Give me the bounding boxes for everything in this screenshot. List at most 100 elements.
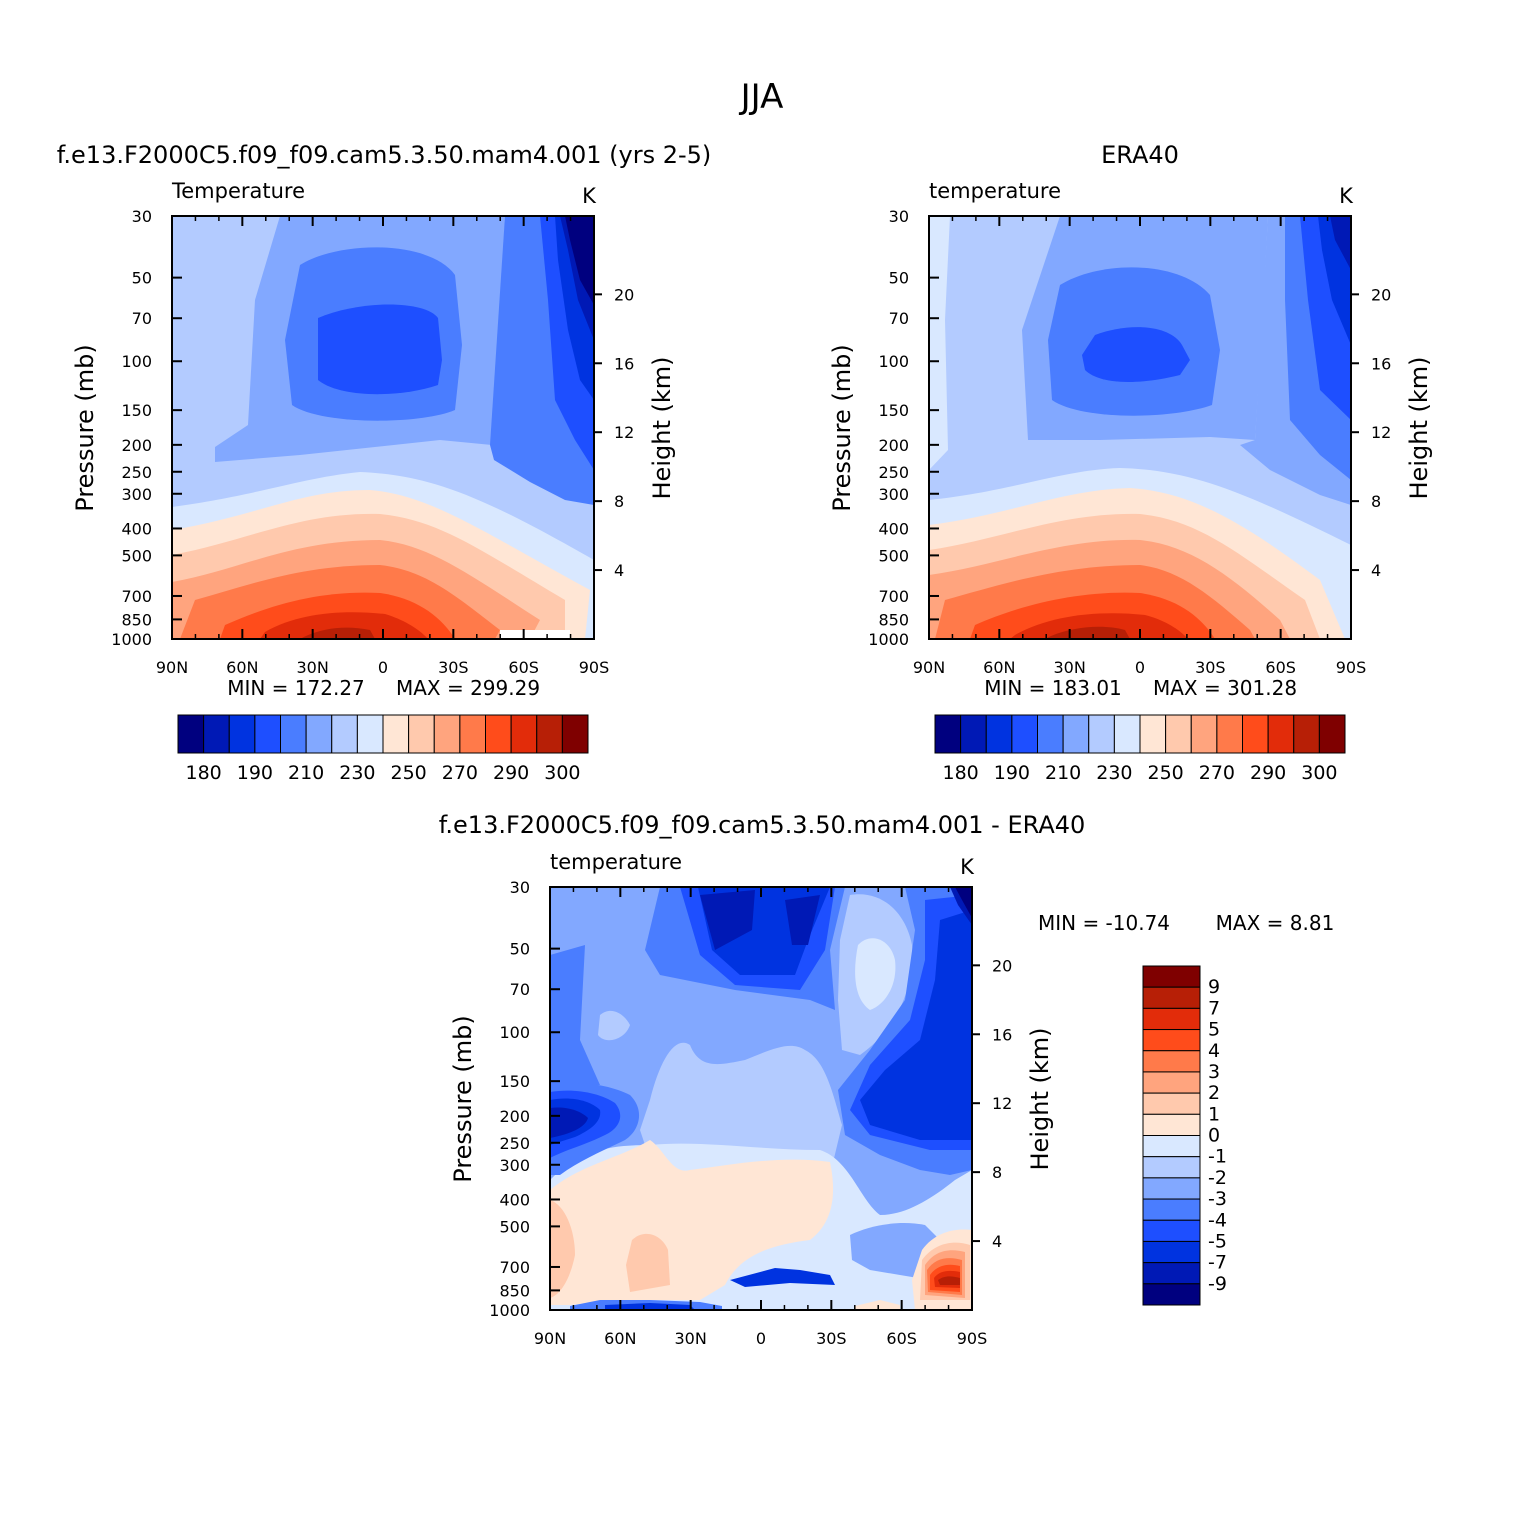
x-tick-label: 60N: [226, 658, 258, 677]
colorbar-swatch: [485, 714, 512, 754]
contour-band: [1330, 216, 1351, 270]
colorbar-label: 210: [288, 762, 324, 784]
max-label: MAX = 299.29: [396, 676, 540, 700]
height-tick-label: 16: [1371, 354, 1391, 373]
y-tick-label: 30: [889, 207, 909, 226]
colorbar-label: 1: [1208, 1103, 1220, 1125]
contour-band: [730, 1268, 835, 1287]
min-label: MIN = 172.27: [227, 676, 365, 700]
height-tick-label: 8: [992, 1163, 1002, 1182]
panel-diff: f.e13.F2000C5.f09_f09.cam5.3.50.mam4.001…: [439, 811, 1335, 1348]
x-tick-label: 60S: [508, 658, 539, 677]
height-tick-label: 4: [1371, 561, 1381, 580]
colorbar-label: 290: [493, 762, 529, 784]
colorbar-swatch: [1011, 714, 1038, 754]
y-tick-label: 250: [499, 1134, 530, 1153]
variable-label: temperature: [929, 179, 1061, 203]
colorbar-swatch: [1037, 714, 1064, 754]
colorbar-swatch: [1242, 714, 1269, 754]
colorbar-label: -5: [1208, 1230, 1227, 1252]
x-tick-label: 90N: [534, 1329, 566, 1348]
y-tick-label: 1000: [111, 630, 152, 649]
panel-title: ERA40: [1101, 141, 1179, 169]
colorbar-swatch: [1267, 714, 1295, 754]
colorbar-label: 230: [339, 762, 375, 784]
colorbar-swatch: [1142, 1177, 1201, 1200]
y-tick-label: 850: [499, 1281, 530, 1300]
max-label: MAX = 301.28: [1153, 676, 1297, 700]
y-tick-label: 200: [878, 436, 909, 455]
contour-band: [605, 1303, 695, 1310]
contour-band: [1082, 327, 1190, 382]
y-tick-label: 1000: [868, 630, 909, 649]
colorbar-swatch: [561, 714, 589, 754]
colorbar-swatch: [280, 714, 307, 754]
x-tick-label: 90N: [156, 658, 188, 677]
figure-title: JJA: [739, 77, 784, 117]
y-tick-label: 70: [132, 309, 152, 328]
colorbar-label: 250: [1147, 762, 1183, 784]
height-axis: 20 16 12 8 4: [1351, 285, 1391, 580]
colorbar-swatch: [1088, 714, 1115, 754]
contour-field: [929, 216, 1351, 639]
colorbar-swatch: [331, 714, 358, 754]
contour-band: [565, 216, 594, 305]
height-tick-label: 16: [992, 1025, 1012, 1044]
colorbar-label: 230: [1096, 762, 1132, 784]
height-tick-label: 4: [614, 561, 624, 580]
y-tick-label: 700: [878, 587, 909, 606]
height-tick-label: 12: [1371, 423, 1391, 442]
colorbar-swatch: [1165, 714, 1192, 754]
contour-band: [260, 612, 428, 639]
y-tick-label: 30: [510, 878, 530, 897]
units-label: K: [1339, 184, 1354, 208]
colorbar-swatch: [510, 714, 538, 754]
colorbar-label: 210: [1045, 762, 1081, 784]
height-tick-label: 8: [614, 492, 624, 511]
colorbar-swatch: [1113, 714, 1141, 754]
y-tick-label: 150: [878, 401, 909, 420]
y-tick-label: 250: [121, 463, 152, 482]
x-axis: 90N 60N 30N 0 30S 60S 90S: [913, 216, 1366, 677]
colorbar-label: 180: [185, 762, 221, 784]
y-tick-label: 100: [121, 352, 152, 371]
y-tick-label: 500: [878, 546, 909, 565]
max-label: MAX = 8.81: [1216, 911, 1335, 935]
colorbar-swatch: [1142, 1071, 1201, 1094]
colorbar-swatch: [382, 714, 410, 754]
colorbar-swatch: [1142, 1007, 1201, 1031]
colorbar-swatch: [1142, 1029, 1201, 1052]
contour-band: [300, 627, 375, 639]
x-tick-label: 60N: [604, 1329, 636, 1348]
x-tick-label: 90S: [579, 658, 610, 677]
colorbar-swatch: [1293, 714, 1320, 754]
colorbar-swatch: [1139, 714, 1167, 754]
contour-band: [1010, 613, 1188, 639]
colorbar-swatch: [177, 714, 205, 754]
colorbar: 180 190 210 230 250 270 290 300: [177, 714, 589, 784]
x-axis: 90N 60N 30N 0 30S 60S 90S: [534, 887, 987, 1348]
colorbar-swatch: [1142, 1262, 1201, 1285]
y-tick-label: 30: [132, 207, 152, 226]
contour-band: [785, 895, 820, 945]
x-tick-label: 0: [378, 658, 388, 677]
colorbar-label: 7: [1208, 997, 1220, 1019]
height-tick-label: 8: [1371, 492, 1381, 511]
y-axis-label: Pressure (mb): [449, 1015, 477, 1182]
height-axis-label: Height (km): [1405, 357, 1433, 500]
colorbar-label: 0: [1208, 1125, 1220, 1147]
x-tick-label: 30N: [297, 658, 329, 677]
colorbar-swatch: [433, 714, 461, 754]
colorbar-swatch: [408, 714, 435, 754]
y-tick-label: 50: [510, 940, 530, 959]
y-tick-label: 100: [878, 352, 909, 371]
x-tick-label: 30S: [816, 1329, 847, 1348]
colorbar-swatch: [1142, 1113, 1201, 1136]
y-tick-label: 70: [889, 309, 909, 328]
x-tick-label: 30S: [438, 658, 469, 677]
contour-band: [855, 938, 896, 1010]
